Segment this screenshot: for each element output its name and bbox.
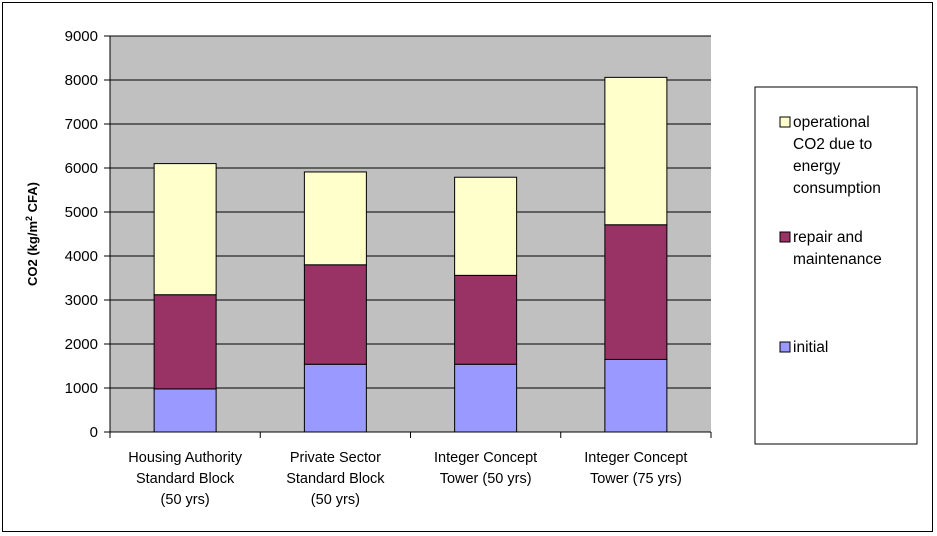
y-tick-label: 9000 (65, 28, 98, 45)
legend-label: initial (793, 339, 828, 356)
y-tick-label: 2000 (65, 336, 98, 353)
y-axis-title: CO2 (kg/m2 CFA) (24, 182, 40, 286)
bar-segment-repair (454, 274, 518, 365)
bar-segment-initial (604, 358, 668, 433)
x-category-label: Private Sector Standard Block (50 yrs) (286, 450, 385, 508)
bar-segment-initial (454, 363, 518, 433)
x-category-label: Integer Concept Tower (75 yrs) (584, 450, 687, 487)
bar-segment-repair (604, 224, 668, 360)
legend-box (754, 86, 918, 445)
y-tick-label: 1000 (65, 380, 98, 397)
y-tick-label: 3000 (65, 292, 98, 309)
legend-swatch (779, 231, 791, 243)
y-tick-label: 7000 (65, 116, 98, 133)
x-category-label: Integer Concept Tower (50 yrs) (434, 450, 537, 487)
y-tick-label: 6000 (65, 160, 98, 177)
bar-segment-operational (153, 163, 217, 296)
bar-segment-operational (303, 171, 367, 266)
x-category-label: Housing Authority Standard Block (50 yrs) (128, 450, 242, 508)
y-tick-label: 0 (90, 424, 98, 441)
legend-swatch (779, 116, 791, 128)
bar-segment-repair (153, 294, 217, 390)
legend-swatch (779, 341, 791, 353)
bar-segment-operational (454, 176, 518, 276)
legend-label: operational CO2 due to energy consumption (793, 114, 881, 197)
bar-segment-repair (303, 264, 367, 365)
legend-label: repair and maintenance (793, 229, 882, 268)
y-tick-label: 8000 (65, 72, 98, 89)
y-tick-label: 5000 (65, 204, 98, 221)
bar-segment-initial (153, 388, 217, 433)
bar-segment-initial (303, 363, 367, 433)
bar-segment-operational (604, 76, 668, 226)
y-tick-label: 4000 (65, 248, 98, 265)
